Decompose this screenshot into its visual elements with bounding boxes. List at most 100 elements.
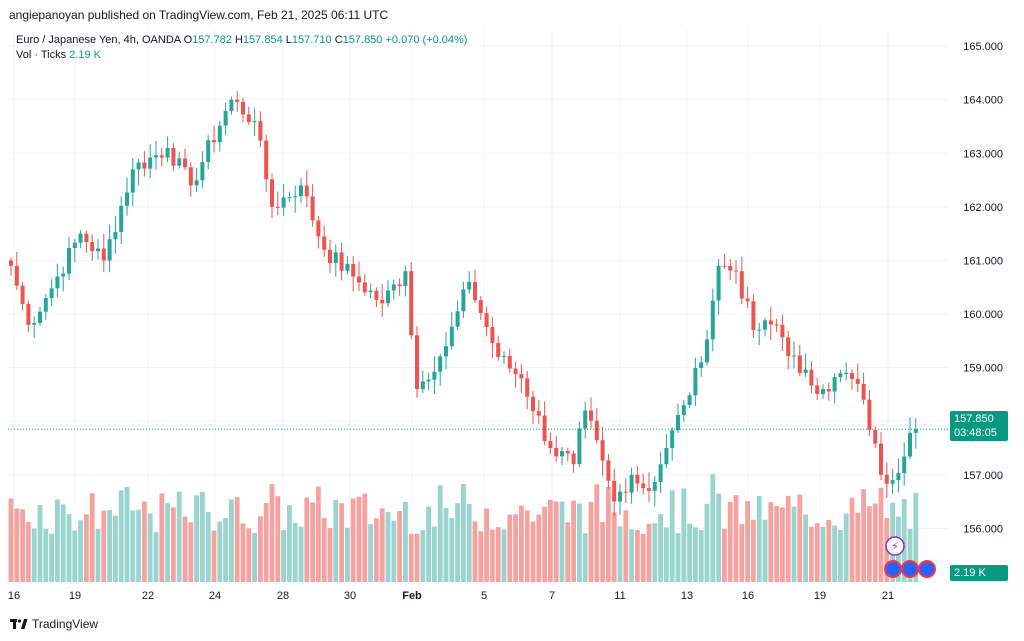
volume-bar (565, 522, 571, 582)
candle (583, 410, 588, 429)
volume-bar (95, 529, 101, 582)
volume-bar (403, 501, 408, 582)
candle (49, 288, 54, 298)
candle (867, 399, 872, 430)
volume-bar (519, 505, 524, 582)
candle (786, 337, 791, 356)
volume-bar (588, 501, 594, 582)
candle (84, 233, 89, 243)
candle (513, 368, 518, 375)
candle (490, 326, 495, 344)
candle (745, 298, 750, 302)
candle (235, 99, 240, 102)
candle (531, 396, 535, 412)
candle (809, 369, 814, 386)
candle (159, 155, 164, 158)
volume-bar (867, 506, 872, 582)
candle (351, 263, 356, 277)
volume-bar (374, 518, 379, 582)
candle (426, 379, 431, 382)
candle (658, 464, 663, 482)
candle (281, 197, 286, 208)
candle (165, 147, 170, 158)
candle (699, 362, 704, 369)
candle (96, 248, 100, 252)
volume-bar (542, 506, 547, 582)
volume-bar (814, 523, 820, 582)
volume-bar (652, 523, 658, 582)
volume-bar (72, 530, 78, 582)
volume-bar (461, 483, 466, 582)
legend-o-value: 157.782 (192, 34, 232, 46)
candle (710, 300, 715, 340)
volume-bar (14, 508, 20, 582)
volume-bar (780, 507, 785, 582)
legend-vol-value: 2.19 K (69, 49, 101, 61)
volume-bar (217, 521, 223, 582)
volume-bar (687, 523, 692, 582)
candle (101, 248, 106, 261)
volume-bar (130, 510, 136, 582)
volume-bar (26, 521, 31, 582)
candle (415, 335, 419, 390)
candle (333, 252, 338, 263)
candle (664, 448, 669, 465)
candle (507, 355, 512, 369)
candle (449, 326, 454, 347)
candle (763, 320, 767, 330)
volume-bar (571, 500, 576, 582)
volume-bar (664, 527, 669, 582)
volume-bar (118, 490, 124, 582)
volume-bar (263, 502, 269, 582)
candle (838, 373, 843, 378)
volume-bar (785, 495, 791, 582)
volume-bar (606, 487, 611, 582)
volume-bar (211, 530, 217, 582)
candle (14, 265, 19, 286)
volume-bar (872, 503, 878, 582)
candle (9, 260, 13, 266)
candle (322, 236, 327, 250)
candle (879, 443, 883, 475)
candle (357, 276, 361, 283)
candle (246, 114, 251, 122)
legend-change: +0.070 (+0.04%) (385, 34, 468, 46)
tradingview-logo-icon (10, 619, 28, 629)
candle (635, 474, 640, 484)
volume-bar (350, 498, 356, 582)
volume-bar (426, 506, 431, 582)
volume-bar (600, 522, 605, 582)
volume-bar (826, 520, 832, 582)
legend-price-row: Euro / Japanese Yen, 4h, OANDA O157.782 … (16, 33, 467, 48)
volume-bar (774, 506, 779, 582)
volume-bar (432, 526, 437, 582)
y-tick-label: 156.000 (963, 523, 1003, 535)
volume-bar (635, 529, 640, 582)
volume-bar (791, 506, 797, 582)
candle (368, 290, 373, 293)
volume-bar (159, 493, 165, 582)
candle (687, 395, 692, 406)
volume-bar (681, 488, 687, 582)
volume-bar (316, 486, 321, 582)
volume-bar (304, 497, 310, 582)
volume-bar (855, 512, 861, 582)
candle (391, 284, 396, 291)
candle (212, 140, 216, 143)
volume-bar (553, 501, 559, 582)
volume-bar (762, 519, 768, 582)
volume-bar (722, 528, 727, 582)
candle (113, 231, 118, 240)
x-tick-label: 11 (614, 590, 625, 602)
legend-symbol: Euro / Japanese Yen, 4h, OANDA (16, 34, 181, 46)
flag-icon (884, 560, 902, 578)
volume-bar (820, 526, 826, 582)
volume-bar (727, 501, 733, 582)
volume-bar (849, 497, 855, 582)
y-tick-label: 163.000 (963, 148, 1003, 160)
x-tick-label: 22 (142, 590, 154, 602)
candle (594, 420, 599, 441)
x-tick-label: 30 (344, 590, 356, 602)
candle (252, 121, 257, 123)
